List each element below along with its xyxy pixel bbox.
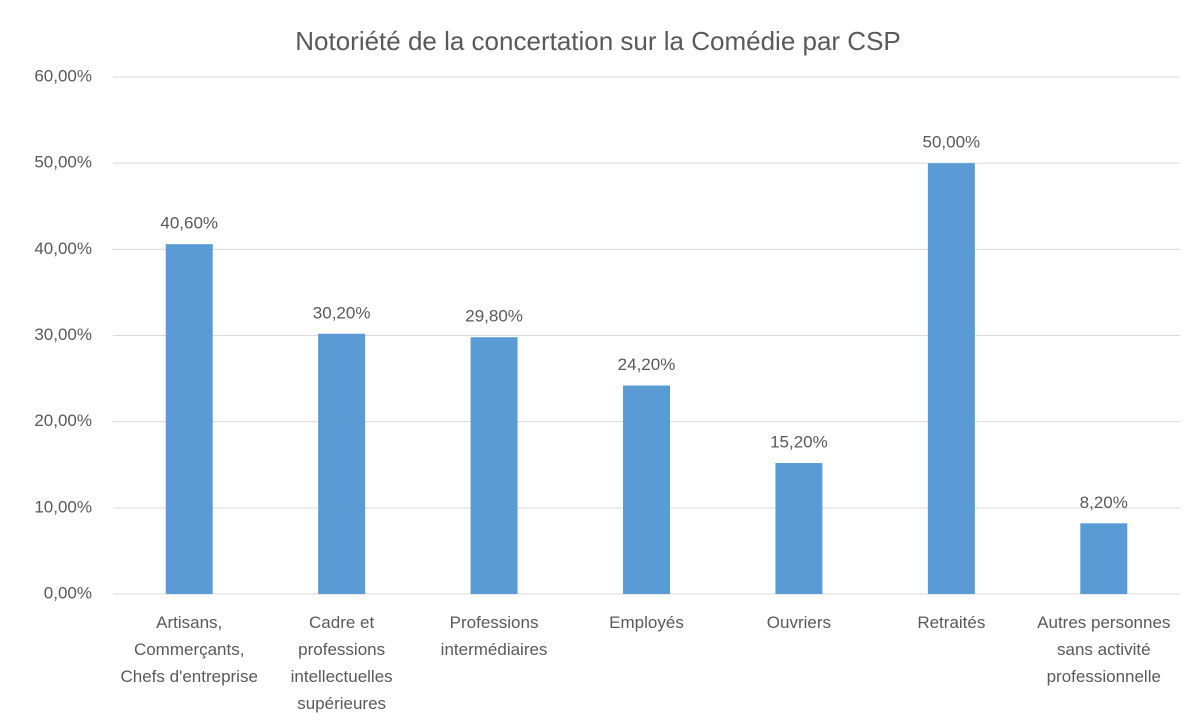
y-tick-label: 10,00% [34, 497, 92, 516]
y-tick-label: 20,00% [34, 411, 92, 430]
y-tick-label: 50,00% [34, 153, 92, 172]
x-tick-label: Cadre et professions intellectuelles sup… [290, 613, 393, 713]
x-tick-label: Retraités [917, 613, 986, 632]
bar [470, 337, 518, 594]
chart-title: Notoriété de la concertation sur la Comé… [295, 26, 901, 56]
x-tick-label: Professions intermédiaires [440, 613, 548, 659]
data-label: 24,20% [618, 355, 676, 374]
y-tick-label: 60,00% [34, 66, 92, 85]
x-tick-label: Ouvriers [766, 613, 832, 632]
x-tick-label: Artisans, Commerçants, Chefs d'entrepris… [120, 613, 258, 686]
bar [165, 244, 213, 594]
x-tick-label: Employés [609, 613, 684, 632]
data-label: 30,20% [313, 303, 371, 322]
bar [623, 385, 670, 594]
y-tick-label: 0,00% [44, 583, 92, 602]
bar [775, 463, 823, 594]
data-label: 8,20% [1080, 493, 1128, 512]
bar [927, 163, 975, 594]
data-label: 40,60% [160, 214, 218, 233]
data-label: 15,20% [770, 433, 828, 452]
data-label: 29,80% [465, 307, 523, 326]
bar [318, 333, 366, 594]
bar [1080, 523, 1128, 594]
y-tick-label: 40,00% [34, 239, 92, 258]
y-tick-label: 30,00% [34, 325, 92, 344]
data-label: 50,00% [923, 133, 981, 152]
x-tick-label: Autres personnes sans activité professio… [1037, 613, 1171, 686]
